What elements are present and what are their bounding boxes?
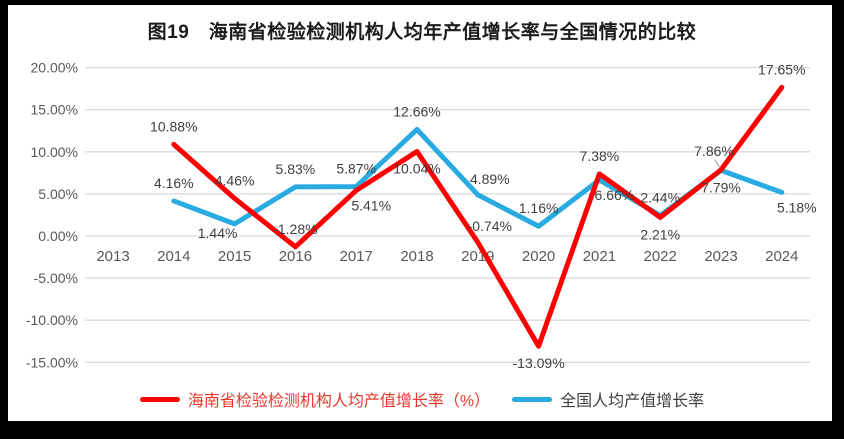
legend-line-swatch-red	[139, 396, 180, 402]
legend-label-national: 全国人均产值增长率	[560, 393, 705, 410]
data-label: 4.89%	[470, 171, 510, 187]
data-label: 5.41%	[351, 197, 391, 213]
data-label: -1.28%	[273, 221, 317, 237]
x-axis-label: 2013	[96, 248, 129, 265]
legend-label-hainan: 海南省检验检测机构人均产值增长率（%）	[187, 393, 491, 410]
data-label: 4.46%	[215, 172, 255, 188]
data-label: 7.38%	[580, 148, 620, 164]
x-axis-label: 2015	[218, 248, 251, 265]
x-axis-label: 2024	[765, 248, 798, 265]
data-label: 4.16%	[154, 175, 194, 191]
series-line-hainan	[171, 84, 785, 349]
data-label: 7.79%	[701, 179, 741, 195]
data-label: 5.87%	[336, 161, 376, 177]
y-tick-label: -15.00%	[26, 354, 78, 370]
data-label: 10.04%	[393, 160, 440, 176]
x-axis-label: 2014	[157, 248, 190, 265]
y-tick-label: 15.00%	[31, 102, 78, 118]
x-axis-label: 2022	[644, 248, 677, 265]
data-label: 12.66%	[393, 103, 440, 119]
x-axis-label: 2021	[583, 248, 616, 265]
chart-background	[8, 5, 832, 421]
legend-item-national: 全国人均产值增长率	[512, 387, 704, 411]
data-label: 7.86%	[694, 143, 734, 159]
y-tick-label: 10.00%	[31, 144, 78, 160]
data-label: 2.21%	[640, 226, 680, 242]
y-tick-label: 5.00%	[38, 186, 78, 202]
data-label: 6.66%	[595, 187, 635, 203]
data-label: -0.74%	[468, 218, 512, 234]
y-tick-label: -5.00%	[34, 270, 78, 286]
data-label: 5.18%	[777, 199, 817, 215]
data-label: 5.83%	[276, 161, 316, 177]
data-label: 17.65%	[758, 61, 805, 77]
data-label: 2.44%	[640, 189, 680, 205]
chart-title: 图19 海南省检验检测机构人均年产值增长率与全国情况的比较	[147, 22, 697, 43]
data-label: 10.88%	[150, 118, 197, 134]
legend-item-hainan: 海南省检验检测机构人均产值增长率（%）	[139, 387, 491, 411]
y-tick-label: 0.00%	[38, 228, 78, 244]
chart-legend: 海南省检验检测机构人均产值增长率（%） 全国人均产值增长率	[0, 388, 844, 410]
data-label: 1.16%	[519, 200, 559, 216]
y-tick-label: 20.00%	[31, 60, 78, 76]
x-axis-label: 2016	[279, 248, 312, 265]
data-label-leader-line	[714, 159, 721, 169]
legend-line-swatch-blue	[512, 396, 553, 402]
data-label: 1.44%	[198, 225, 238, 241]
data-label: -13.09%	[513, 355, 565, 371]
x-axis-label: 2023	[704, 248, 737, 265]
y-tick-label: -10.00%	[26, 312, 78, 328]
x-axis-label: 2018	[400, 248, 433, 265]
x-axis-label: 2020	[522, 248, 555, 265]
x-axis-label: 2017	[340, 248, 373, 265]
